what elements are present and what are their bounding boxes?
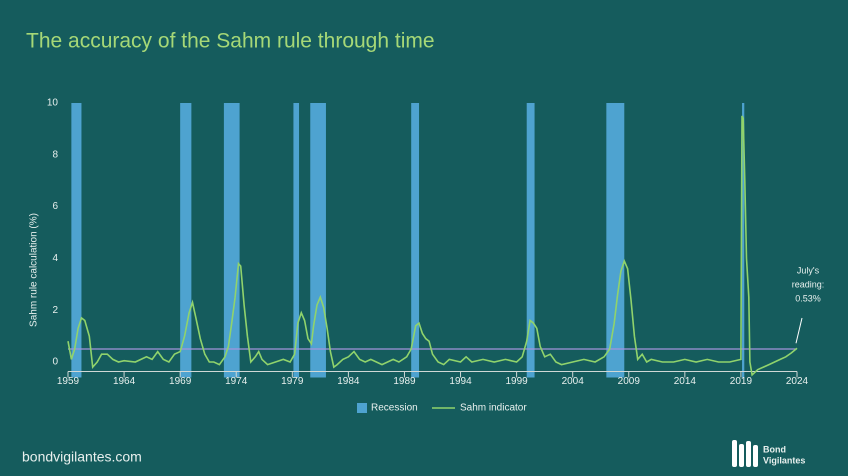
x-tick-label: 2004 (562, 376, 585, 387)
x-tick-label: 1989 (393, 376, 416, 387)
y-tick-label: 6 (52, 201, 58, 212)
recession-band (223, 103, 240, 378)
recession-band (742, 103, 745, 378)
recession-band (293, 103, 300, 378)
y-tick-label: 0 (52, 357, 58, 368)
x-tick-label: 2009 (618, 376, 641, 387)
site-url: bondvigilantes.com (22, 449, 142, 465)
annotation: 0.53% (795, 293, 821, 303)
y-tick-label: 4 (52, 253, 58, 264)
recession-band (180, 103, 192, 378)
x-tick-label: 1994 (449, 376, 472, 387)
y-tick-label: 10 (47, 98, 59, 109)
logo-text: Vigilantes (763, 455, 805, 465)
x-tick-label: 1979 (281, 376, 304, 387)
logo-figure (753, 445, 758, 467)
y-tick-label: 8 (52, 149, 58, 160)
x-tick-label: 1959 (57, 376, 80, 387)
recession-band (71, 103, 82, 378)
x-tick-label: 1984 (337, 376, 360, 387)
y-axis-label: Sahm rule calculation (%) (29, 213, 40, 327)
recession-band (310, 103, 326, 378)
legend-swatch (357, 403, 367, 413)
legend-label: Recession (371, 403, 418, 414)
recession-band (606, 103, 625, 378)
sahm-line (67, 115, 798, 377)
x-tick-label: 2024 (786, 376, 809, 387)
y-tick-label: 2 (52, 305, 58, 316)
logo-figure (746, 441, 751, 467)
x-tick-label: 1969 (169, 376, 192, 387)
recession-band (411, 103, 420, 378)
logo-figure (739, 444, 744, 467)
chart-title: The accuracy of the Sahm rule through ti… (26, 30, 435, 53)
annotation-arrow (795, 317, 803, 344)
x-tick-label: 2014 (674, 376, 697, 387)
x-tick-label: 1999 (505, 376, 528, 387)
logo: Bond Vigilantes (732, 440, 805, 467)
x-tick-label: 2019 (730, 376, 753, 387)
x-tick-label: 1964 (113, 376, 136, 387)
x-tick-label: 1974 (225, 376, 248, 387)
logo-text: Bond (763, 444, 786, 454)
logo-figure (732, 440, 737, 467)
legend-label: Sahm indicator (460, 403, 527, 414)
recession-band (526, 103, 535, 378)
annotation: reading: (792, 279, 825, 289)
annotation: July's (797, 265, 820, 275)
